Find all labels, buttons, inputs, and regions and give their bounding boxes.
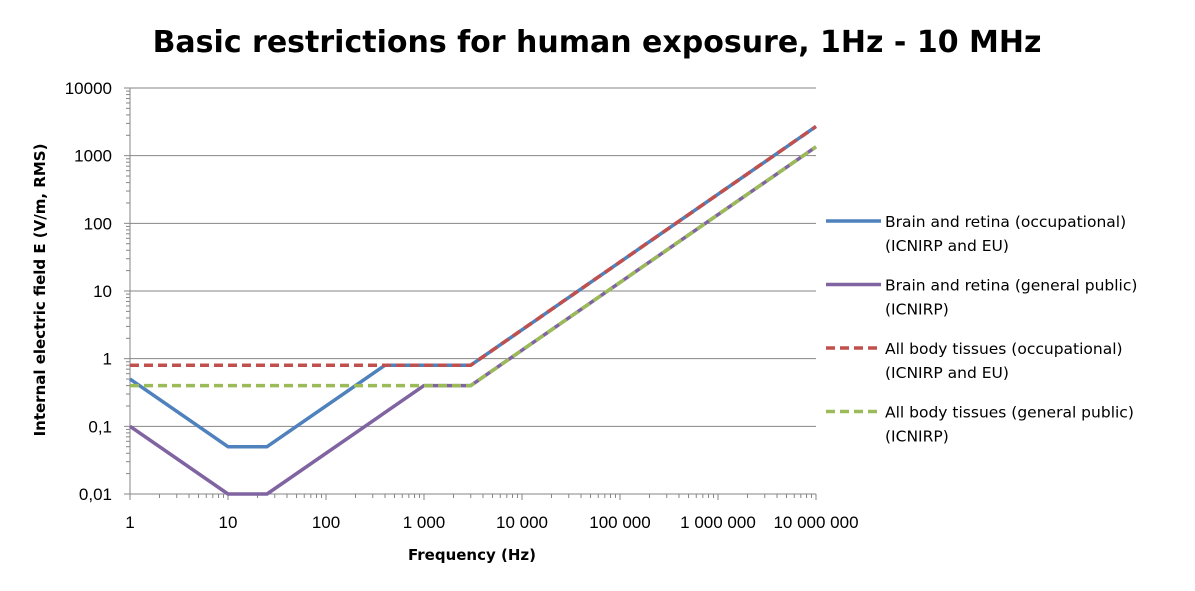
y-axis-title: Internal electric field E (V/m, RMS) bbox=[31, 144, 49, 437]
x-tick-label: 10 000 000 bbox=[773, 513, 858, 532]
x-tick-label: 100 bbox=[312, 513, 340, 532]
legend-label: (ICNIRP) bbox=[885, 301, 949, 319]
x-tick-labels: 1 10 100 1 000 10 000 100 000 1 000 000 10 000 … bbox=[125, 513, 858, 532]
y-tick-labels: 0,01 0,1 1 10 100 1000 10000 bbox=[65, 79, 112, 504]
x-axis-title: Frequency (Hz) bbox=[408, 546, 536, 564]
x-tick-label: 100 000 bbox=[589, 513, 650, 532]
series-line-3 bbox=[130, 125, 817, 367]
y-tick-label: 1000 bbox=[74, 147, 112, 166]
y-tick-label: 10000 bbox=[65, 79, 112, 98]
legend-label: (ICNIRP and EU) bbox=[885, 364, 1009, 382]
x-tick-label: 1 000 000 bbox=[680, 513, 756, 532]
legend-label: Brain and retina (occupational) bbox=[885, 213, 1126, 231]
chart-title: Basic restrictions for human exposure, 1… bbox=[153, 25, 1042, 60]
y-tick-label: 1 bbox=[103, 350, 112, 369]
y-tick-label: 0,1 bbox=[88, 417, 112, 436]
legend-label: Brain and retina (general public) bbox=[885, 277, 1137, 295]
legend-label: (ICNIRP and EU) bbox=[885, 237, 1009, 255]
legend: Brain and retina (occupational) (ICNIRP a… bbox=[826, 213, 1137, 446]
legend-label: All body tissues (general public) bbox=[885, 404, 1134, 422]
data-series bbox=[129, 125, 817, 496]
grid-lines bbox=[130, 87, 816, 427]
x-tick-label: 10 000 bbox=[496, 513, 548, 532]
legend-label: (ICNIRP) bbox=[885, 428, 949, 446]
axes bbox=[124, 87, 817, 500]
series-line-1 bbox=[129, 125, 817, 449]
series-line-4 bbox=[130, 145, 817, 388]
x-tick-label: 1 000 bbox=[403, 513, 446, 532]
y-tick-label: 0,01 bbox=[79, 485, 112, 504]
legend-label: All body tissues (occupational) bbox=[885, 340, 1123, 358]
x-tick-label: 1 bbox=[125, 513, 134, 532]
y-tick-label: 100 bbox=[84, 214, 112, 233]
y-tick-label: 10 bbox=[93, 282, 112, 301]
x-tick-label: 10 bbox=[219, 513, 238, 532]
